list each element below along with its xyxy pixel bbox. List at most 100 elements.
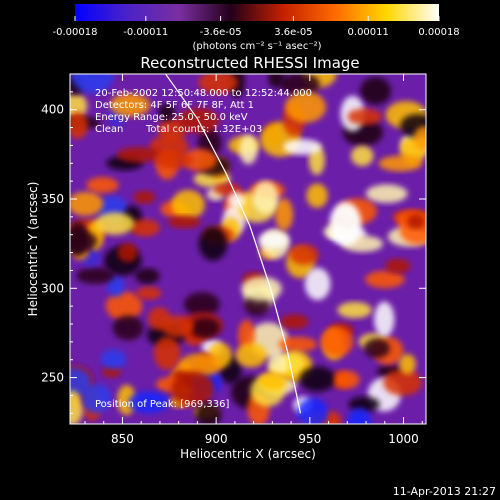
heatmap-blob [378,155,423,172]
heatmap-blob [399,354,416,375]
y-tick-label: 350 [41,192,64,206]
annotation-peak: Position of Peak: [969,336] [95,399,229,410]
heatmap-blob [112,315,144,341]
y-tick-label: 300 [41,281,64,295]
heatmap-blob [70,112,88,139]
heatmap-blob [133,190,156,204]
annotation-clean: Clean [95,124,123,135]
colorbar-unit-label: (photons cm⁻² s⁻¹ asec⁻²) [192,41,321,52]
heatmap-blob [136,286,162,300]
heatmap-blob [297,397,329,424]
x-tick-label: 1000 [388,432,419,446]
heatmap-blob [268,351,288,377]
heatmap-blob [348,396,380,412]
y-axis-label: Heliocentric Y (arcsec) [26,182,40,317]
heatmap-blob [238,319,256,351]
x-tick-label: 900 [205,432,228,446]
heatmap-blob [105,291,143,321]
heatmap-blob [100,349,126,370]
colorbar-tick-label: 3.6e-05 [274,27,312,38]
heatmap-blob [384,258,411,274]
y-axis-ticks: 250 300 350 400 [41,73,426,414]
colorbar-tick-label: -0.00018 [53,27,98,38]
heatmap-blob [195,402,222,424]
x-axis-ticks: 850 900 950 1000 [84,74,423,446]
heatmap-blob [278,336,318,352]
heatmap-blob [183,292,220,317]
heatmap-blob [198,74,238,94]
heatmap-blob [109,93,151,117]
heatmap-blob [167,215,201,229]
heatmap-blob [350,145,374,167]
heatmap-blob [252,181,279,214]
heatmap-blob [360,76,392,105]
heatmap-blob [406,213,426,230]
heatmap-blob [274,198,294,231]
heatmap-blob [81,383,112,414]
peak-blob [329,202,362,246]
heatmap-blob [106,275,125,297]
heatmap-blob [70,221,88,256]
chart-title: Reconstructed RHESSI Image [140,54,359,72]
heatmap-blob [280,314,309,330]
heatmap-blob [289,244,319,265]
heatmap-blob [70,191,104,216]
heatmap-blob [258,231,289,249]
colorbar-tick-label: -3.6e-05 [200,27,242,38]
heatmap-blobs [70,74,426,424]
heatmap-blob [179,353,222,377]
x-axis-label: Heliocentric X (arcsec) [180,447,316,461]
heatmap-blob [241,276,282,301]
heatmap-blob [153,336,181,370]
heatmap-blob [306,183,328,208]
heatmap-blob [304,267,331,301]
heatmap-blob [413,126,426,151]
plot-frame [69,73,427,425]
heatmap-blob [171,189,205,220]
heatmap-blob [190,318,220,338]
heatmap-blob [153,151,193,169]
heatmap-blob [383,369,423,396]
heatmap-blob [334,370,360,389]
heatmap-blob [94,212,135,235]
heatmap-blob [117,242,138,263]
info-annotations: 20-Feb-2002 12:50:48.000 to 12:52:44.000… [95,88,312,410]
heatmap-blob [299,366,336,392]
solar-limb-curve [165,74,302,414]
heatmap-blob [135,268,160,285]
footer-timestamp: 11-Apr-2013 21:27 [393,485,496,498]
x-tick-label: 950 [298,432,321,446]
heatmap-blob [259,371,287,391]
heatmap-blob [161,315,194,338]
heatmap-blob [283,139,322,155]
heatmap-blob [268,74,285,89]
colorbar-ticks: -0.00018 -0.00011 -3.6e-05 3.6e-05 0.00011 0.… [53,16,460,38]
annotation-detectors: Detectors: 4F 5F 6F 7F 8F, Att 1 [95,100,254,111]
heatmap-blob [182,148,217,172]
heatmap-blob [363,338,390,359]
heatmap-blob [158,103,175,121]
heatmap-blob [71,74,114,94]
colorbar-tick-label: -0.00011 [123,27,168,38]
colorbar [75,4,439,21]
heatmap-blob [365,270,405,289]
annotation-time-range: 20-Feb-2002 12:50:48.000 to 12:52:44.000 [95,88,312,99]
heatmap-blob [129,219,160,237]
y-tick-label: 250 [41,371,64,385]
heatmap-blob [347,408,372,424]
heatmap-blob [128,391,170,414]
heatmap-blob [75,267,115,284]
annotation-total-counts: Total counts: 1.32E+03 [145,124,262,135]
heatmap-blob [347,108,383,125]
heatmap-blob [337,301,372,319]
heatmap-blob [365,184,408,203]
heatmap-blob [70,390,84,424]
heatmap-blob [285,91,327,123]
heatmap-blob [116,146,160,163]
heatmap-blob [70,93,88,119]
heatmap-blob [86,176,119,194]
heatmap-blob [374,301,395,337]
heatmap-blob [239,134,258,165]
heatmap-blob [320,326,354,357]
